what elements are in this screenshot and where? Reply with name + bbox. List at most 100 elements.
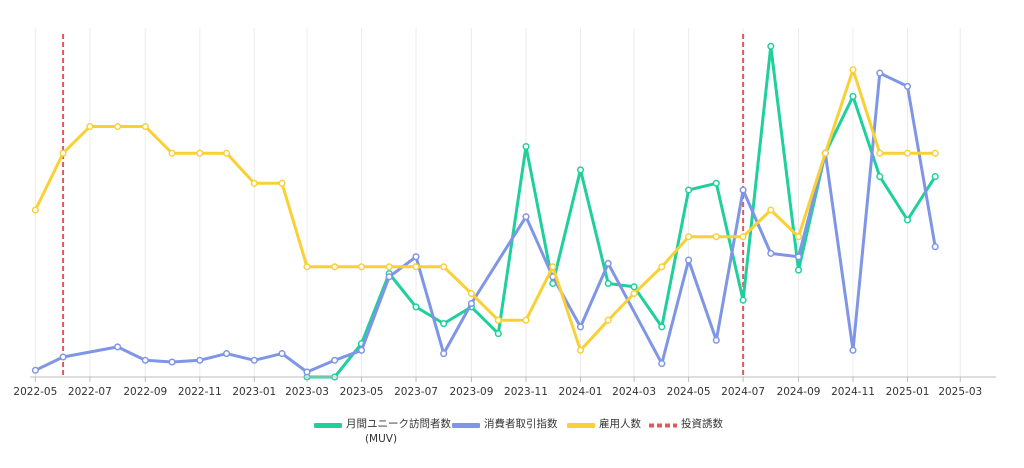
data-point[interactable] (876, 173, 884, 181)
data-point[interactable] (522, 316, 530, 324)
data-point[interactable] (739, 296, 747, 304)
data-point[interactable] (658, 360, 666, 368)
data-point[interactable] (223, 149, 231, 157)
data-point[interactable] (712, 336, 720, 344)
data-point[interactable] (223, 350, 231, 358)
data-point[interactable] (849, 66, 857, 74)
data-point[interactable] (876, 149, 884, 157)
tick-label-2024-03: 2024-03 (612, 386, 656, 398)
data-point[interactable] (522, 142, 530, 151)
data-point[interactable] (821, 149, 829, 157)
data-point[interactable] (31, 206, 39, 214)
data-point[interactable] (250, 356, 258, 364)
data-point[interactable] (576, 166, 585, 174)
data-point[interactable] (712, 233, 720, 241)
data-point[interactable] (849, 346, 857, 354)
data-point[interactable] (168, 149, 176, 157)
data-point[interactable] (467, 299, 475, 308)
legend-swatch-consumer-index (452, 423, 480, 428)
data-point[interactable] (250, 179, 258, 187)
data-point[interactable] (739, 186, 747, 194)
data-point[interactable] (114, 122, 122, 131)
tick-label-2023-05: 2023-05 (340, 386, 384, 398)
data-point[interactable] (331, 356, 339, 364)
data-point[interactable] (357, 346, 366, 354)
data-point[interactable] (357, 263, 366, 271)
data-point[interactable] (467, 289, 475, 298)
tick-label-2024-07: 2024-07 (721, 386, 765, 398)
data-point[interactable] (303, 368, 311, 376)
data-point[interactable] (767, 206, 775, 214)
data-point[interactable] (494, 316, 502, 324)
data-point[interactable] (412, 253, 420, 261)
series-line-muv (305, 44, 937, 379)
data-point[interactable] (196, 356, 204, 364)
data-point[interactable] (86, 122, 94, 131)
data-point[interactable] (739, 233, 747, 241)
data-point[interactable] (931, 149, 939, 157)
data-point[interactable] (440, 263, 448, 271)
data-point[interactable] (168, 358, 176, 366)
data-point[interactable] (604, 259, 612, 267)
tick-label-2023-09: 2023-09 (450, 386, 494, 398)
data-point[interactable] (794, 233, 803, 241)
data-point[interactable] (931, 173, 939, 181)
legend-item-muv[interactable]: 月間ユニーク訪問者数 (MUV) (314, 417, 451, 445)
data-point[interactable] (576, 346, 585, 354)
data-point[interactable] (604, 279, 612, 288)
data-point[interactable] (630, 283, 638, 291)
legend-label-investment: 投資誘数 (681, 417, 723, 430)
data-point[interactable] (794, 266, 803, 274)
data-point[interactable] (794, 253, 803, 261)
data-point[interactable] (903, 149, 912, 157)
data-point[interactable] (331, 263, 339, 271)
data-point[interactable] (141, 122, 149, 131)
data-point[interactable] (303, 263, 311, 271)
data-point[interactable] (658, 263, 666, 271)
data-point[interactable] (767, 42, 775, 50)
data-point[interactable] (412, 303, 420, 311)
legend-swatch-muv (314, 423, 342, 428)
data-point[interactable] (278, 179, 286, 187)
event-lines (62, 34, 745, 377)
data-point[interactable] (59, 353, 67, 361)
tick-label-2022-09: 2022-09 (123, 386, 167, 398)
data-point[interactable] (141, 356, 149, 364)
tick-label-2023-03: 2023-03 (285, 386, 329, 398)
data-point[interactable] (385, 263, 393, 271)
tick-label-2022-11: 2022-11 (178, 386, 222, 398)
data-point[interactable] (767, 249, 775, 257)
data-point[interactable] (685, 186, 693, 194)
data-point[interactable] (440, 320, 448, 328)
legend-item-consumer-index[interactable]: 消費者取引指数 (452, 417, 558, 430)
data-point[interactable] (31, 366, 39, 374)
data-point[interactable] (114, 343, 122, 351)
data-point[interactable] (412, 263, 420, 271)
tick-label-2022-05: 2022-05 (13, 386, 57, 398)
data-point[interactable] (196, 149, 204, 157)
legend-item-employees[interactable]: 雇用人数 (567, 417, 641, 430)
data-point[interactable] (59, 149, 67, 157)
data-point[interactable] (604, 316, 612, 324)
data-point[interactable] (440, 350, 448, 358)
data-point[interactable] (522, 213, 530, 221)
legend-label-muv-line2: (MUV) (365, 433, 397, 445)
data-point[interactable] (685, 256, 693, 264)
data-point[interactable] (278, 350, 286, 358)
legend-item-investment[interactable]: 投資誘数 (649, 417, 723, 430)
data-point[interactable] (931, 243, 939, 251)
data-point[interactable] (849, 92, 857, 100)
data-point[interactable] (712, 179, 720, 187)
data-point[interactable] (494, 330, 502, 338)
data-point[interactable] (549, 263, 557, 271)
data-point[interactable] (658, 323, 666, 331)
data-point[interactable] (876, 69, 884, 77)
data-point[interactable] (385, 273, 393, 281)
data-point[interactable] (685, 233, 693, 241)
data-point[interactable] (903, 216, 912, 224)
data-point[interactable] (576, 323, 585, 331)
tick-label-2025-03: 2025-03 (938, 386, 982, 398)
data-point[interactable] (903, 82, 912, 90)
data-point[interactable] (630, 289, 638, 298)
